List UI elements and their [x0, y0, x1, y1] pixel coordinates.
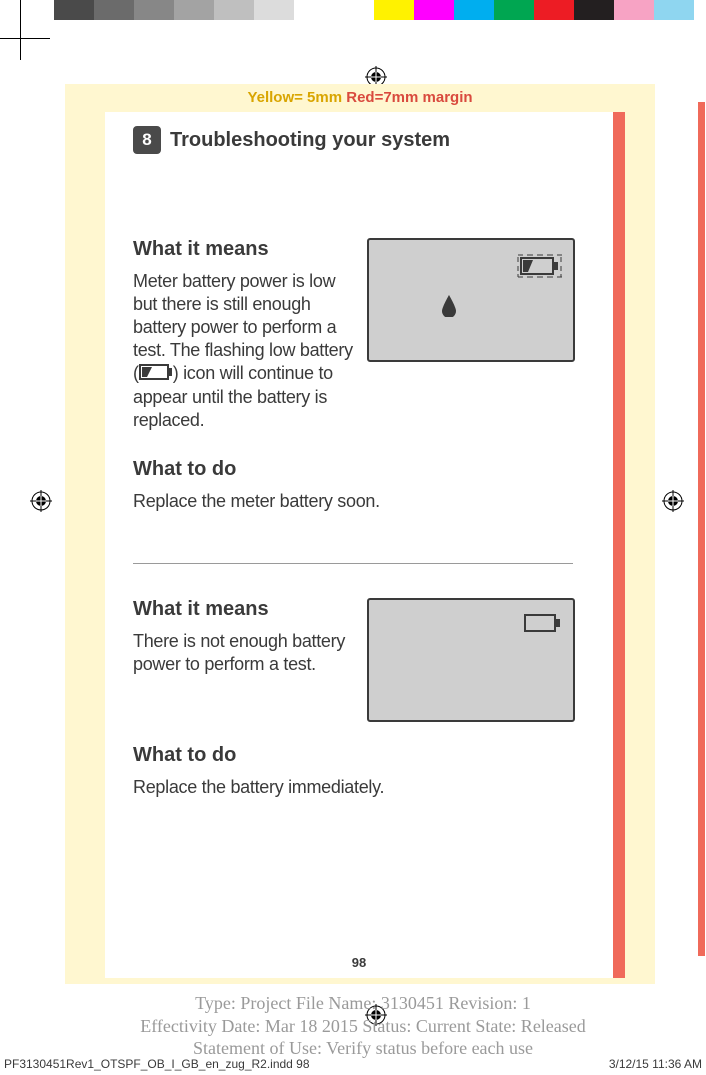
- section-divider: [133, 563, 573, 564]
- color-swatch: [174, 0, 214, 20]
- meta-line-1: Type: Project File Name: 3130451 Revisio…: [60, 992, 666, 1015]
- color-swatch: [254, 0, 294, 20]
- chapter-number-box: 8: [133, 126, 161, 154]
- empty-battery-icon: [523, 612, 563, 639]
- what-it-means-body: Meter battery power is low but there is …: [133, 270, 353, 432]
- slug-timestamp: 3/12/15 11:36 AM: [609, 1057, 702, 1071]
- color-swatch: [614, 0, 654, 20]
- margin-red-text: Red=7mm margin: [342, 89, 472, 106]
- color-swatch: [134, 0, 174, 20]
- color-swatch: [54, 0, 94, 20]
- crop-rule-v: [20, 0, 21, 60]
- chapter-header: 8 Troubleshooting your system: [133, 126, 575, 154]
- what-to-do-heading: What to do: [133, 458, 575, 481]
- what-it-means-heading: What it means: [133, 238, 353, 261]
- crop-rule-h: [0, 38, 50, 39]
- page-number: 98: [105, 955, 613, 970]
- color-swatch: [334, 0, 374, 20]
- color-swatch: [374, 0, 414, 20]
- what-to-do-block-2: What to do Replace the battery immediate…: [133, 744, 575, 799]
- document-metadata-watermark: Type: Project File Name: 3130451 Revisio…: [60, 992, 666, 1060]
- color-swatch: [414, 0, 454, 20]
- registration-mark-icon: [30, 490, 52, 512]
- color-swatch: [654, 0, 694, 20]
- color-calibration-bars: [14, 0, 694, 20]
- color-swatch: [294, 0, 334, 20]
- color-swatch: [214, 0, 254, 20]
- entry-text-col: What it means Meter battery power is low…: [133, 238, 353, 432]
- what-to-do-body: Replace the battery immediately.: [133, 776, 575, 799]
- indesign-slug: PF3130451Rev1_OTSPF_OB_I_GB_en_zug_R2.in…: [4, 1057, 702, 1071]
- color-swatch: [94, 0, 134, 20]
- what-it-means-heading: What it means: [133, 598, 353, 621]
- bleed-edge-right: [698, 102, 705, 956]
- tab-bar-red: [613, 112, 625, 978]
- meter-screen-illustration: [367, 238, 575, 362]
- low-battery-flashing-icon: [517, 252, 563, 285]
- what-to-do-body: Replace the meter battery soon.: [133, 490, 575, 513]
- what-it-means-body: There is not enough battery power to per…: [133, 630, 353, 676]
- color-swatch: [534, 0, 574, 20]
- what-to-do-block-1: What to do Replace the meter battery soo…: [133, 458, 575, 513]
- margin-yellow-text: Yellow= 5mm: [247, 89, 342, 106]
- margin-guide-label: Yellow= 5mm Red=7mm margin: [65, 84, 655, 106]
- troubleshoot-entry-1: What it means Meter battery power is low…: [133, 238, 575, 432]
- content-panel: 8 Troubleshooting your system What it me…: [105, 112, 613, 978]
- what-to-do-heading: What to do: [133, 744, 575, 767]
- page-bleed-area: Yellow= 5mm Red=7mm margin 8 Troubleshoo…: [65, 84, 655, 984]
- color-swatch: [494, 0, 534, 20]
- blood-drop-icon: [441, 295, 457, 322]
- troubleshoot-entry-2: What it means There is not enough batter…: [133, 598, 575, 722]
- registration-mark-icon: [662, 490, 684, 512]
- entry-text-col: What it means There is not enough batter…: [133, 598, 353, 722]
- color-swatch: [454, 0, 494, 20]
- meter-screen-illustration: [367, 598, 575, 722]
- chapter-title: Troubleshooting your system: [170, 129, 450, 152]
- color-swatch: [574, 0, 614, 20]
- slug-filename: PF3130451Rev1_OTSPF_OB_I_GB_en_zug_R2.in…: [4, 1057, 310, 1071]
- low-battery-inline-icon: [139, 363, 173, 386]
- meta-line-2: Effectivity Date: Mar 18 2015 Status: Cu…: [60, 1015, 666, 1038]
